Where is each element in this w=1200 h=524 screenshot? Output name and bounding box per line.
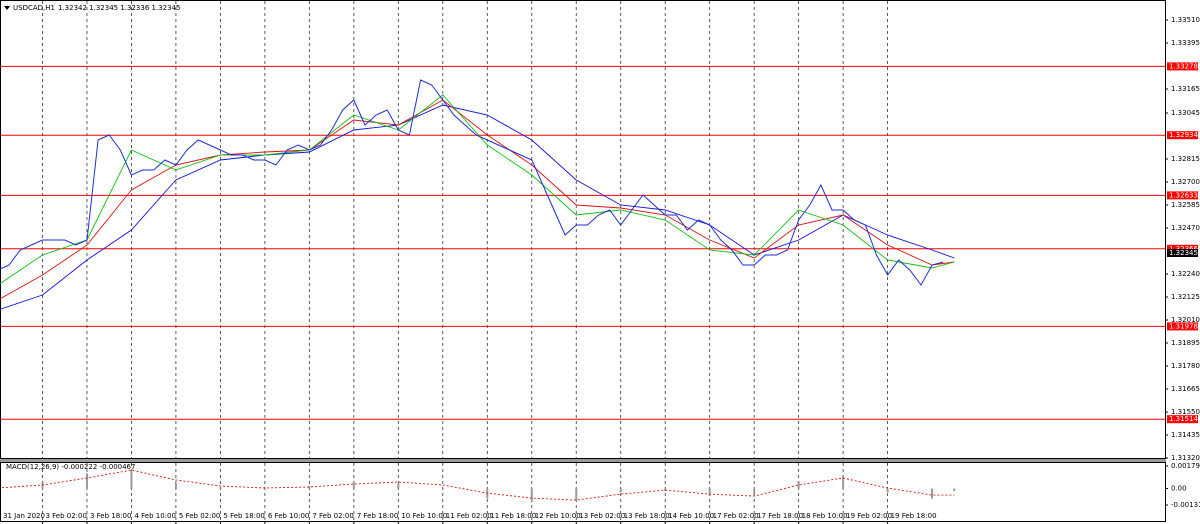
moving-average [0, 104, 955, 310]
x-tick-label: 12 Feb 10:00 [535, 512, 581, 520]
x-tick-label: 4 Feb 10:00 [134, 512, 175, 520]
x-tick-label: 13 Feb 18:00 [624, 512, 670, 520]
y-tick-label: 1.33165 [1171, 85, 1200, 93]
macd-y-tick-label: 0.001795 [1171, 462, 1200, 470]
y-tick-label: 1.33045 [1171, 109, 1200, 117]
macd-bar [931, 488, 934, 499]
macd-bar [530, 488, 533, 502]
macd-bar [219, 487, 222, 489]
x-tick-label: 3 Feb 18:00 [90, 512, 131, 520]
x-tick-label: 10 Feb 10:00 [401, 512, 447, 520]
price-line [0, 79, 944, 286]
y-tick-label: 1.31895 [1171, 339, 1200, 347]
x-tick-label: 18 Feb 10:00 [802, 512, 848, 520]
y-tick-label: 1.32815 [1171, 155, 1200, 163]
macd-bar [263, 488, 266, 490]
y-tick-label: 1.33510 [1171, 16, 1200, 24]
level-tag [1167, 131, 1198, 140]
x-tick-label: 5 Feb 18:00 [223, 512, 264, 520]
level-tag [1167, 415, 1198, 424]
macd-bar [797, 480, 800, 489]
macd-bar [953, 488, 956, 492]
y-tick-label: 1.32125 [1171, 293, 1200, 301]
level-label: 1.32934 [1169, 131, 1198, 139]
y-tick-label: 1.31550 [1171, 408, 1200, 416]
x-tick-label: 19 Feb 18:00 [891, 512, 937, 520]
price-label: 1.32345 [1169, 249, 1198, 257]
y-tick-label: 1.33395 [1171, 39, 1200, 47]
macd-panel [0, 462, 1166, 522]
ohlc: 1.32342 1.32345 1.32336 1.32345 [58, 4, 180, 12]
macd-title: MACD(12,26,9) -0.000222 -0.000467 [6, 463, 135, 471]
x-tick-label: 7 Feb 02:00 [312, 512, 353, 520]
level-label: 1.31514 [1169, 415, 1198, 423]
x-tick-label: 14 Feb 10:00 [668, 512, 714, 520]
x-tick-label: 11 Feb 18:00 [490, 512, 536, 520]
panel-separator [0, 459, 1166, 462]
level-tag [1167, 322, 1198, 331]
x-tick-label: 31 Jan 2020 [3, 512, 45, 520]
y-tick-label: 1.32240 [1171, 270, 1200, 278]
moving-average [0, 99, 955, 300]
macd-bar [753, 488, 756, 494]
y-tick-label: 1.32010 [1171, 316, 1200, 324]
y-tick-label: 1.32470 [1171, 224, 1200, 232]
y-tick-label: 1.32700 [1171, 178, 1200, 186]
price-panel [0, 0, 1166, 459]
level-label: 1.32366 [1169, 245, 1198, 253]
x-tick-label: 17 Feb 02:00 [713, 512, 759, 520]
macd-bar [486, 488, 489, 499]
macd-bar [130, 469, 133, 489]
level-label: 1.31978 [1169, 322, 1198, 330]
x-tick-label: 7 Feb 18:00 [357, 512, 398, 520]
level-tag [1167, 191, 1198, 200]
macd-bar [174, 483, 177, 489]
x-tick-label: 3 Feb 02:00 [45, 512, 86, 520]
macd-bar [441, 488, 444, 490]
x-tick-label: 11 Feb 02:00 [446, 512, 492, 520]
x-tick-label: 5 Feb 02:00 [179, 512, 220, 520]
x-tick-label: 13 Feb 02:00 [579, 512, 625, 520]
macd-bar [708, 488, 711, 497]
level-tag [1167, 62, 1198, 71]
macd-y-tick-label: -0.001311 [1171, 501, 1200, 509]
level-tag [1167, 244, 1198, 253]
level-label: 1.33278 [1169, 62, 1198, 70]
x-tick-label: 19 Feb 02:00 [846, 512, 892, 520]
macd-bar [85, 473, 88, 489]
macd-bar [308, 486, 311, 489]
level-label: 1.32633 [1169, 191, 1198, 199]
symbol: USDCAD,H1 [13, 4, 55, 12]
menu-arrow[interactable] [4, 6, 10, 10]
y-tick-label: 1.31320 [1171, 454, 1200, 462]
macd-bar [619, 488, 622, 493]
macd-bar [842, 477, 845, 489]
macd-bar [397, 483, 400, 489]
x-tick-label: 6 Feb 10:00 [268, 512, 309, 520]
macd-bar [575, 488, 578, 500]
y-tick-label: 1.31780 [1171, 362, 1200, 370]
price-tag [1167, 249, 1198, 257]
y-tick-label: 1.31435 [1171, 431, 1200, 439]
x-tick-label: 17 Feb 18:00 [757, 512, 803, 520]
macd-bar [664, 488, 667, 492]
macd-y-tick-label: 0.00 [1171, 485, 1187, 493]
macd-bar [886, 488, 889, 493]
macd-signal [0, 469, 955, 501]
y-tick-label: 1.32585 [1171, 201, 1200, 209]
y-tick-label: 1.31665 [1171, 385, 1200, 393]
macd-bar [352, 482, 355, 489]
